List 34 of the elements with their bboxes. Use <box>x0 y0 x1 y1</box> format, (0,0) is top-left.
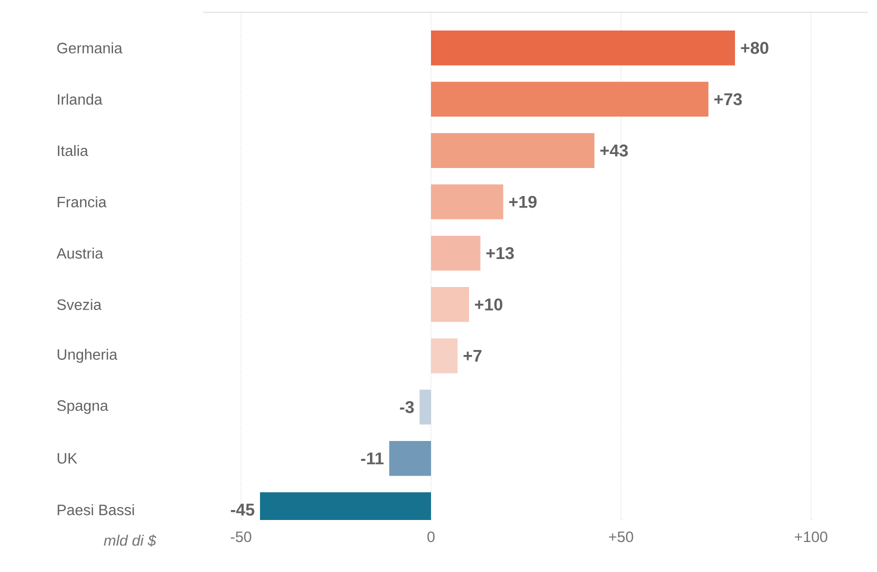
x-tick-label: +50 <box>609 532 634 542</box>
y-tick-label: Svezia <box>57 298 102 310</box>
data-label: -45 <box>230 504 254 516</box>
y-tick-label: Irlanda <box>58 94 102 105</box>
x-tick-label: +100 <box>794 532 828 542</box>
data-label: -3 <box>400 401 414 414</box>
y-tick-label: Spagna <box>57 400 108 414</box>
bar <box>431 236 480 271</box>
data-label: +73 <box>714 93 742 106</box>
y-tick-label: Italia <box>58 145 88 156</box>
data-label: +19 <box>509 196 537 208</box>
data-label: -11 <box>361 452 384 464</box>
x-tick-label: 0 <box>427 532 435 542</box>
bar <box>431 133 594 168</box>
x-tick-label: -50 <box>230 532 252 542</box>
data-label: +7 <box>464 350 482 362</box>
data-label: +13 <box>486 247 514 260</box>
bar <box>431 287 470 322</box>
y-tick-label: Austria <box>56 248 104 259</box>
y-tick-label: Germania <box>57 42 122 54</box>
bar <box>420 390 432 425</box>
bar <box>389 440 432 476</box>
data-label: +80 <box>740 42 768 54</box>
y-tick-label: Ungheria <box>58 348 118 363</box>
bar <box>431 338 458 374</box>
y-tick-label: Francia <box>58 196 107 208</box>
bar <box>431 184 504 220</box>
data-label: +10 <box>474 298 502 311</box>
y-tick-label: UK <box>58 453 78 464</box>
y-tick-label: Paesi Bassi <box>58 504 134 516</box>
bar <box>431 30 736 66</box>
x-axis-title: mld di $ <box>104 534 156 547</box>
data-label: +43 <box>600 144 628 157</box>
bar <box>431 82 708 117</box>
